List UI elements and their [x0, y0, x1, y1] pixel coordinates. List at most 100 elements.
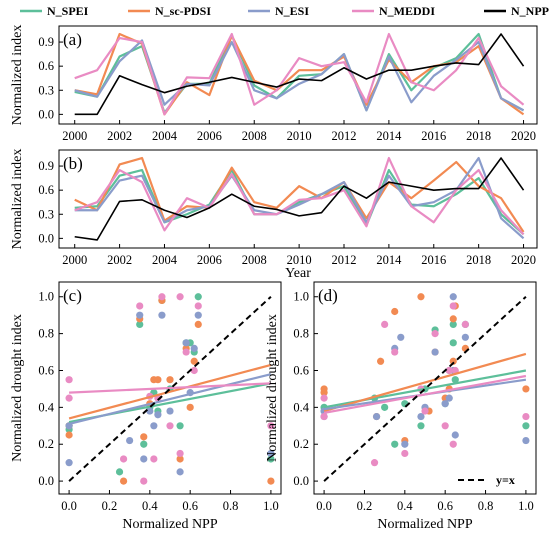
y-axis-label: Normalized index: [10, 25, 25, 126]
scatter-point-n-esi: [166, 407, 174, 415]
scatter-point-n-sc-pdsi: [267, 477, 275, 485]
scatter-point-n-esi: [449, 293, 457, 301]
scatter-point-n-meddi: [320, 412, 328, 421]
x-tick-label: 2018: [466, 253, 491, 267]
series-line-n-npp: [74, 157, 525, 241]
x-tick-label: 2008: [242, 129, 267, 143]
panel-a-line-chart: 2000 2002 2004 2006 2008 2010 2012 2014 2016 2018…: [10, 25, 538, 143]
scatter-point-n-esi: [140, 455, 148, 463]
legend-label-n-npp: N_NPP: [511, 4, 549, 18]
scatter-point-n-meddi: [267, 422, 275, 430]
scatter-point-n-meddi: [182, 348, 190, 356]
scatter-point-n-spei: [176, 422, 184, 430]
scatter-point-n-spei: [417, 422, 425, 430]
scatter-point-n-esi: [431, 348, 439, 356]
scatter-point-n-sc-pdsi: [194, 320, 202, 328]
scatter-point-n-spei: [522, 422, 530, 430]
series-line-n-meddi: [74, 32, 525, 116]
y-tick-label: 0.0: [38, 474, 54, 488]
scatter-point-n-meddi: [522, 412, 530, 421]
y-tick-label: 1.0: [38, 290, 54, 304]
y-tick-label: 0.6: [38, 363, 54, 377]
y-tick-label: 0.0: [38, 107, 54, 121]
scatter-point-n-spei: [449, 320, 457, 328]
scatter-point-n-esi: [397, 333, 405, 341]
scatter-point-n-esi: [461, 333, 469, 341]
panel-d-scatter-chart: 0.0 0.2 0.4 0.6 0.8 1.0 0.0 0.2 0.4 0.6 0.8 1.0 (d) N…: [265, 281, 537, 532]
y-tick-label: 0.4: [38, 400, 54, 414]
scatter-point-n-esi: [126, 436, 134, 445]
scatter-point-n-meddi: [381, 320, 389, 328]
scatter-point-n-meddi: [391, 348, 399, 356]
fit-line-n-sc-pdsi: [323, 352, 527, 413]
x-tick-label: 0.8: [223, 499, 239, 513]
x-tick-label: 2008: [242, 253, 267, 267]
x-tick-label: 2018: [466, 129, 491, 143]
scatter-point-n-meddi: [194, 302, 202, 310]
legend-label-n-sc-pdsi: N_sc-PDSI: [155, 4, 211, 18]
x-tick-label: 2020: [511, 253, 536, 267]
x-tick-label: 2014: [376, 129, 402, 143]
scatter-point-n-esi: [136, 311, 144, 319]
scatter-point-n-meddi: [140, 477, 148, 485]
scatter-point-n-meddi: [136, 302, 144, 310]
series-line-n-spei: [74, 168, 525, 236]
x-tick-label: 0.4: [397, 499, 413, 513]
scatter-point-n-sc-pdsi: [417, 293, 425, 301]
x-tick-label: 0.2: [102, 499, 118, 513]
panel-b-frame: [58, 149, 538, 249]
scatter-point-n-meddi: [158, 293, 166, 301]
scatter-point-n-meddi: [176, 449, 184, 458]
scatter-point-n-esi: [445, 394, 453, 402]
scatter-point-n-sc-pdsi: [186, 403, 194, 411]
scatter-point-n-spei: [449, 339, 457, 347]
x-tick-label: 0.6: [182, 499, 198, 513]
scatter-point-n-spei: [194, 293, 202, 301]
series-line-n-esi: [74, 39, 525, 112]
x-tick-label: 0.0: [316, 499, 332, 513]
scatter-point-n-sc-pdsi: [449, 357, 457, 365]
scatter-point-n-spei: [136, 320, 144, 328]
y-tick-label: 1.0: [293, 290, 309, 304]
scatter-point-n-spei: [381, 403, 389, 411]
scatter-point-n-sc-pdsi: [522, 385, 530, 393]
scatter-point-n-spei: [267, 455, 275, 463]
scatter-point-n-esi: [182, 339, 190, 347]
identity-reference-line: [323, 296, 527, 482]
y-tick-label: 0.3: [38, 207, 54, 221]
legend: N_SPEI N_sc-PDSI N_ESI N_MEDDI N_NPP: [20, 4, 549, 18]
y-tick-label: 0.8: [293, 327, 309, 341]
x-tick-label: 2020: [511, 129, 536, 143]
scatter-point-n-meddi: [421, 407, 429, 415]
y-axis-label: Normalized drought index: [10, 314, 25, 462]
reference-legend-label: y=x: [496, 473, 515, 487]
y-tick-label: 0.0: [38, 231, 54, 245]
scatter-point-n-esi: [158, 311, 166, 319]
panel-c-label: (c): [63, 286, 82, 305]
scatter-point-n-sc-pdsi: [150, 376, 158, 384]
series-line-n-sc-pdsi: [74, 32, 525, 116]
scatter-point-n-meddi: [370, 459, 379, 467]
x-tick-label: 2000: [62, 253, 87, 267]
y-tick-label: 0.6: [38, 59, 54, 73]
scatter-point-n-meddi: [65, 376, 73, 384]
panel-a-frame: [58, 25, 538, 125]
scatter-point-n-esi: [522, 436, 530, 445]
x-axis-label: Normalized NPP: [377, 517, 472, 532]
scatter-point-n-esi: [451, 431, 459, 439]
x-tick-label: 1.0: [263, 499, 279, 513]
scatter-point-n-meddi: [431, 330, 439, 338]
scatter-point-n-sc-pdsi: [377, 357, 385, 365]
y-axis-label: Normalized drought index: [265, 314, 280, 462]
scatter-point-n-esi: [194, 311, 202, 319]
scatter-point-n-sc-pdsi: [449, 315, 457, 323]
x-tick-label: 2004: [152, 253, 178, 267]
x-tick-label: 2002: [107, 253, 132, 267]
y-axis-label: Normalized index: [10, 149, 25, 250]
fit-line-n-esi: [68, 373, 272, 426]
y-tick-label: 0.6: [293, 363, 309, 377]
x-tick-label: 0.4: [142, 499, 158, 513]
legend-label-n-esi: N_ESI: [275, 4, 309, 18]
scatter-point-n-meddi: [150, 455, 158, 463]
